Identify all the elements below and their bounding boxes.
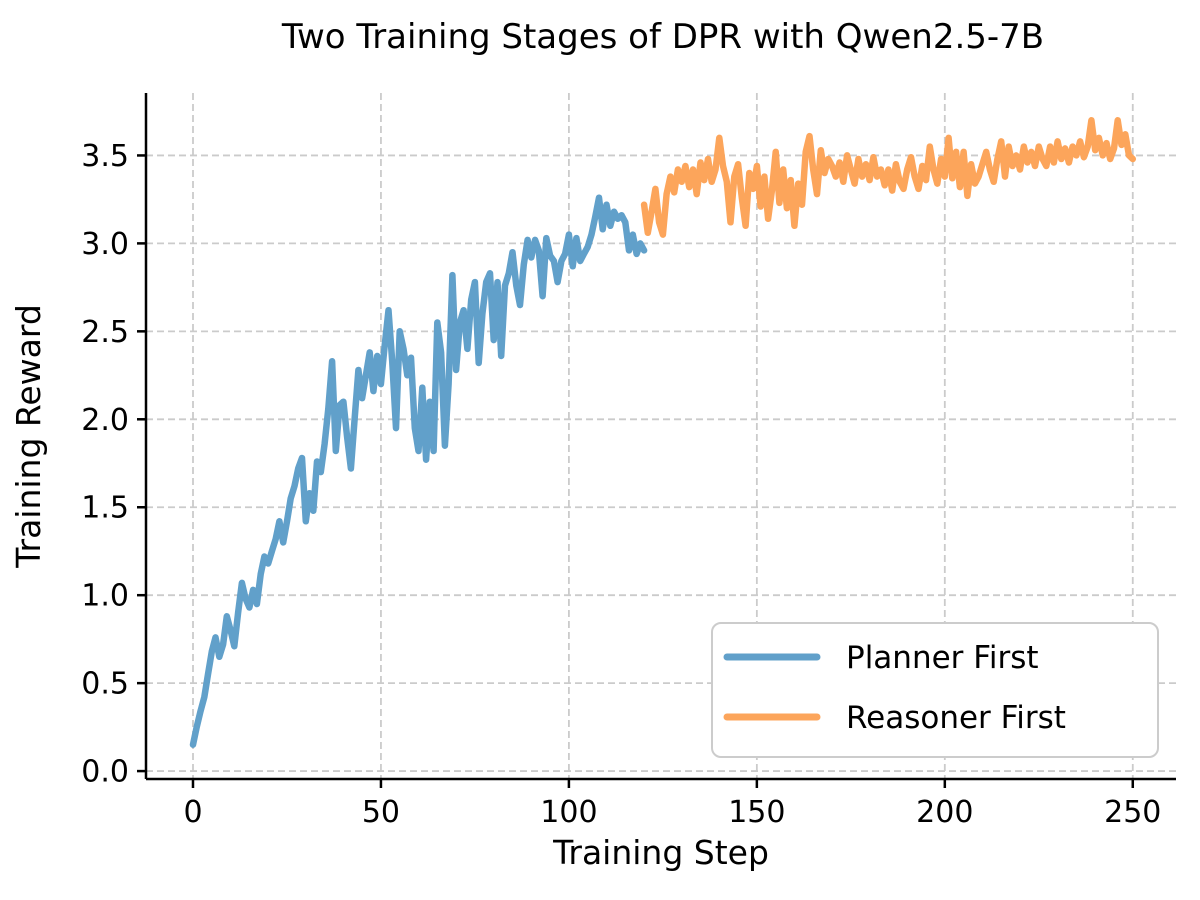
legend-label-planner-first: Planner First (846, 640, 1039, 676)
legend-frame (711, 622, 1159, 758)
y-tick-label: 3.5 (81, 139, 129, 174)
y-tick-label: 1.0 (81, 579, 129, 614)
series-line-planner-first (189, 194, 648, 748)
y-tick-label: 3.0 (81, 227, 129, 262)
legend-label-reasoner-first: Reasoner First (846, 700, 1066, 736)
y-tick-label: 0.5 (81, 667, 129, 702)
x-tick-label: 250 (1104, 795, 1161, 830)
tick-layer: 0 50 100 150 200 250 0.0 0.5 1.0 1.5 2.0 2.5 3.0 3.5 (81, 139, 1161, 830)
legend: Planner First Reasoner First (711, 622, 1159, 758)
x-tick-label: 200 (916, 795, 973, 830)
chart-title: Two Training Stages of DPR with Qwen2.5-… (281, 17, 1044, 57)
x-tick-label: 150 (728, 795, 785, 830)
x-tick-label: 50 (362, 795, 400, 830)
x-axis-label: Training Step (552, 833, 769, 872)
y-axis-label: Training Reward (9, 304, 48, 569)
x-tick-label: 0 (183, 795, 202, 830)
y-tick-label: 0.0 (81, 755, 129, 790)
y-tick-label: 2.5 (81, 315, 129, 350)
axes-spines (144, 93, 1176, 781)
x-tick-label: 100 (540, 795, 597, 830)
series-line-reasoner-first (640, 117, 1137, 238)
y-tick-label: 2.0 (81, 403, 129, 438)
y-tick-label: 1.5 (81, 491, 129, 526)
series-layer (189, 117, 1137, 748)
